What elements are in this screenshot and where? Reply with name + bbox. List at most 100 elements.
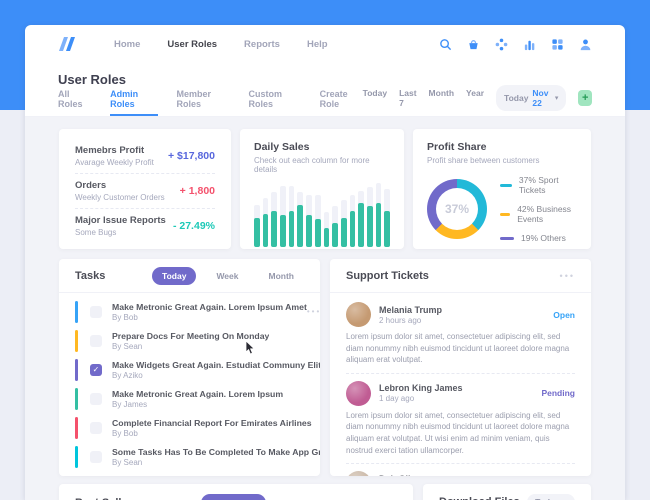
download-files-filter[interactable]: Today ▾	[527, 494, 575, 500]
task-row[interactable]: Complete Financial Report For Emirates A…	[75, 413, 312, 442]
task-author: By Aziko	[112, 370, 143, 380]
support-tickets-title: Support Tickets	[346, 269, 429, 282]
nav-menu-item[interactable]: Reports	[244, 38, 280, 50]
task-author: By Sean	[112, 341, 143, 351]
bar	[340, 183, 347, 247]
task-row[interactable]: Prepare Docs For Meeting On Monday By Se…	[75, 326, 304, 355]
bar	[306, 183, 312, 247]
filter-pill[interactable]: Week	[216, 270, 239, 281]
profit-share-card: Profit Share Profit share between custom…	[413, 129, 591, 249]
ticket-body: Lorem ipsum dolor sit amet, consectetuer…	[346, 410, 570, 455]
page-title: User Roles	[58, 72, 126, 87]
stat-value: + $17,800	[167, 150, 215, 162]
daily-sales-card: Daily Sales Check out each column for mo…	[240, 129, 404, 249]
ticket-list: Melania Trump 2 hours ago Open Lorem ips…	[330, 293, 591, 476]
quick-filters: Today Last 7 Month Year	[363, 88, 484, 108]
tab[interactable]: All Roles	[58, 89, 83, 109]
filter-pill[interactable]: Last Year	[276, 494, 334, 500]
task-checkbox[interactable]	[90, 334, 102, 347]
legend-label: 19% Others	[521, 233, 566, 243]
task-checkbox[interactable]	[90, 305, 102, 318]
best-sellers-title: Best Sellers	[75, 497, 138, 500]
task-color-bar	[75, 329, 78, 352]
ticket-name: Deb Gibson	[379, 474, 430, 476]
grid-icon[interactable]	[550, 37, 564, 51]
profit-share-title: Profit Share	[427, 141, 487, 153]
filter-pill[interactable]: Last Month	[201, 494, 267, 500]
legend-dash	[500, 236, 514, 240]
bar-chart-icon[interactable]	[522, 37, 536, 51]
basket-icon[interactable]	[466, 37, 480, 51]
ticket-name: Melania Trump	[379, 304, 443, 315]
more-menu-icon[interactable]: •••	[559, 270, 575, 281]
quick-filter[interactable]: Today	[362, 88, 388, 98]
filter-pill[interactable]: All Time	[344, 494, 397, 500]
task-color-bar	[75, 387, 78, 410]
download-files-filter-label: Today	[535, 497, 559, 500]
stat-row: Major Issue Reports Some Bugs - 27.49%	[75, 208, 215, 243]
nav-menu-item[interactable]: User Roles	[167, 38, 218, 50]
filter-pill[interactable]: Today	[152, 266, 197, 285]
task-row[interactable]: Make Metronic Great Again. Lorem Ipsum A…	[75, 297, 319, 326]
tab[interactable]: Member Roles	[176, 89, 212, 109]
task-color-bar	[75, 445, 78, 468]
best-sellers-card: Best Sellers Last Month Last Year All Time	[59, 484, 413, 500]
task-checkbox[interactable]	[90, 421, 102, 434]
filter-pill[interactable]: Month	[268, 270, 295, 281]
task-title: Make Metronic Great Again. Lorem Ipsum	[112, 388, 284, 399]
add-button[interactable]: +	[578, 90, 592, 106]
brand-logo[interactable]	[58, 36, 84, 52]
tab[interactable]: Create Role	[319, 89, 348, 109]
quick-filter[interactable]: Last 7	[399, 88, 417, 108]
tab[interactable]: Admin Roles	[110, 89, 158, 116]
profit-share-subtitle: Profit share between customers	[427, 156, 540, 165]
task-row[interactable]: ✓ Make Widgets Great Again. Estudiat Com…	[75, 355, 320, 384]
stat-value: + 1,800	[179, 185, 215, 197]
task-checkbox[interactable]	[90, 392, 102, 405]
nav-menu-item[interactable]: Help	[306, 38, 328, 50]
legend-item: 19% Others	[500, 233, 577, 243]
tab[interactable]: Custom Roles	[248, 89, 282, 109]
daily-sales-subtitle: Check out each column for more details	[254, 156, 370, 174]
task-author: By James	[112, 399, 148, 409]
ticket-item: Lebron King James 1 day ago Pending Lore…	[346, 372, 575, 456]
ticket-item: Melania Trump 2 hours ago Open Lorem ips…	[346, 302, 575, 366]
date-picker[interactable]: Today Nov 22 ▾	[496, 85, 567, 111]
user-icon[interactable]	[578, 37, 592, 51]
daily-sales-bar-chart	[254, 183, 390, 247]
task-more-menu-icon[interactable]: •••	[306, 307, 320, 316]
task-row[interactable]: Some Tasks Has To Be Completed To Make A…	[75, 442, 320, 471]
search-icon[interactable]	[438, 37, 452, 51]
quick-filter[interactable]: Year	[466, 88, 485, 98]
ticket-name: Lebron King James	[379, 383, 463, 394]
profit-share-legend: 37% Sport Tickets 42% Business Events 19…	[500, 175, 577, 243]
bar	[349, 183, 356, 247]
profit-share-donut-chart: 37%	[427, 179, 487, 239]
stat-row: Memebrs Profit Avarage Weekly Profit + $…	[75, 139, 215, 173]
download-files-title: Download Files	[439, 496, 520, 500]
bar	[262, 183, 269, 247]
bar	[384, 183, 390, 247]
avatar	[346, 302, 371, 327]
ticket-status-badge[interactable]: Open	[553, 309, 575, 320]
task-row[interactable]: Make Metronic Great Again. Lorem Ipsum B…	[75, 384, 304, 413]
nav-menu-item[interactable]: Home	[114, 38, 141, 50]
ticket-status-badge[interactable]: Pending	[541, 388, 575, 399]
task-checkbox[interactable]	[90, 450, 102, 463]
stat-title: Memebrs Profit	[75, 145, 145, 156]
bar	[254, 183, 260, 247]
task-title: Make Widgets Great Again. Estudiat Commu…	[112, 359, 320, 370]
tasks-title: Tasks	[75, 269, 106, 282]
ticket-body: Lorem ipsum dolor sit amet, consectetuer…	[346, 332, 570, 365]
apps-icon[interactable]	[494, 37, 508, 51]
task-list: Make Metronic Great Again. Lorem Ipsum A…	[59, 293, 320, 475]
task-title: Complete Financial Report For Emirates A…	[112, 417, 312, 428]
quick-filter[interactable]: Month	[428, 88, 455, 98]
legend-item: 42% Business Events	[500, 204, 577, 224]
logo-icon	[59, 37, 75, 51]
stat-value: - 27.49%	[172, 220, 215, 232]
members-profit-card: Memebrs Profit Avarage Weekly Profit + $…	[59, 129, 231, 249]
bar	[271, 183, 278, 247]
task-checkbox[interactable]: ✓	[90, 363, 102, 376]
date-picker-prefix: Today	[504, 93, 529, 103]
